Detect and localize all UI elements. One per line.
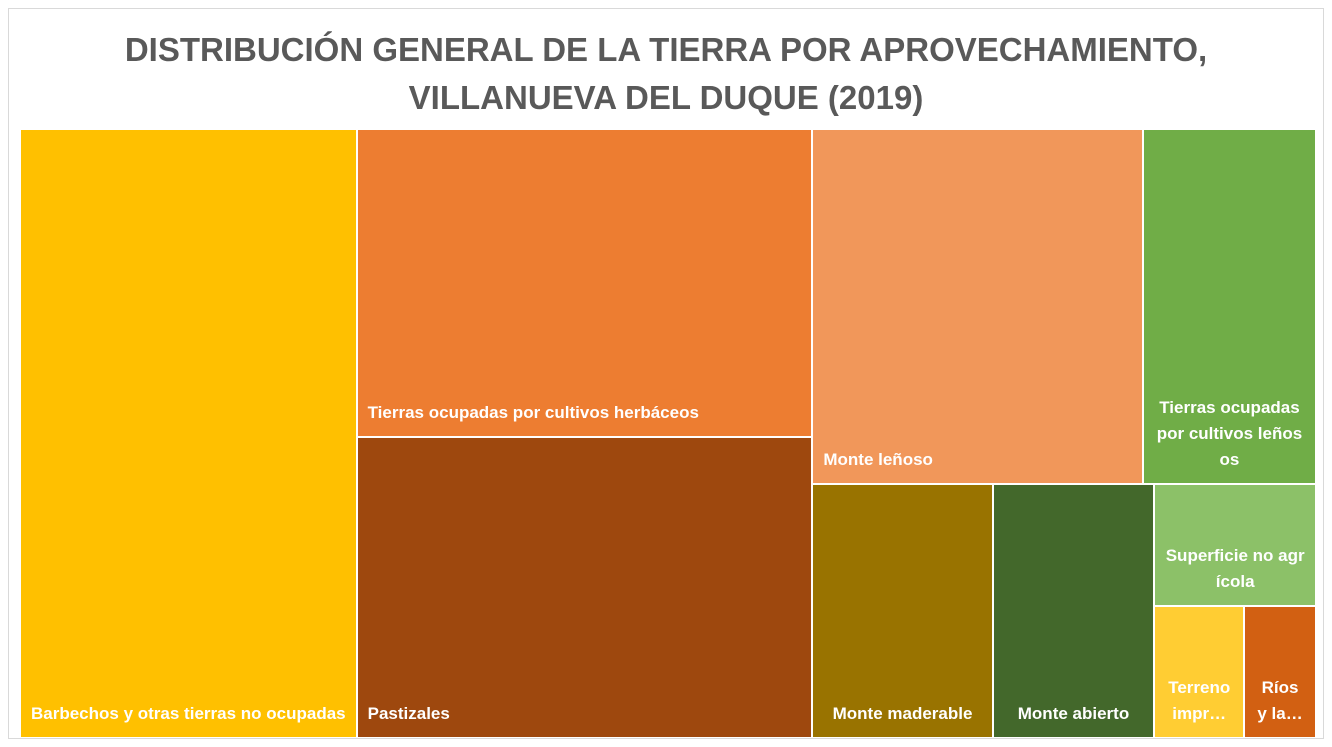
treemap-cell: Barbechos y otras tierras no ocupadas — [20, 129, 357, 738]
treemap-cell: Monte maderable — [812, 484, 993, 738]
treemap-cell: Monte abierto — [992, 484, 1155, 738]
cell-label: Tierras ocupadas por cultivos herbáceos — [367, 402, 699, 422]
cell-label: Ríos y la… — [1257, 677, 1303, 723]
treemap-cell: Terreno impr… — [1154, 606, 1245, 738]
treemap-cell: Tierras ocupadas por cultivos herbáceos — [356, 129, 813, 437]
cell-label: Monte maderable — [832, 703, 973, 723]
treemap: Barbechos y otras tierras no ocupadas Tie… — [20, 129, 1316, 738]
cell-label: Barbechos y otras tierras no ocupadas — [31, 704, 346, 723]
cell-label: Pastizales — [367, 703, 450, 723]
chart-title: DISTRIBUCIÓN GENERAL DE LA TIERRA POR AP… — [124, 31, 1208, 116]
chart-title-box: DISTRIBUCIÓN GENERAL DE LA TIERRA POR AP… — [0, 26, 1332, 122]
treemap-cell: Tierras ocupadas por cultivos leñosos — [1142, 129, 1316, 485]
cell-label: Monte abierto — [1017, 703, 1130, 723]
treemap-cell: Pastizales — [356, 436, 813, 738]
cell-label: Monte leñoso — [823, 450, 933, 470]
treemap-cell: Superficie no agrícola — [1154, 484, 1316, 607]
treemap-cell: Monte leñoso — [812, 129, 1143, 485]
cell-label: Tierras ocupadas por cultivos leñosos — [1156, 398, 1303, 470]
cell-label: Terreno impr… — [1168, 677, 1231, 723]
treemap-cell: Ríos y la… — [1244, 606, 1316, 738]
cell-label: Superficie no agrícola — [1165, 546, 1305, 592]
